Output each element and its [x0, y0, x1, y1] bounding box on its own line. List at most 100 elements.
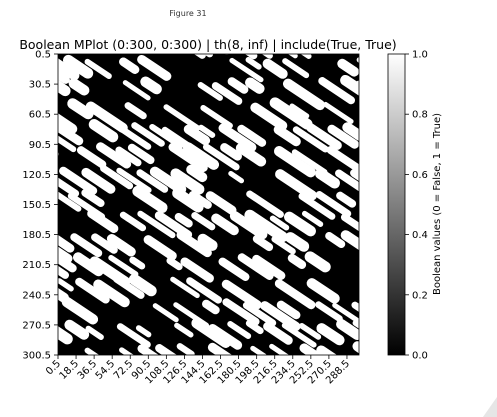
heatmap-true-streak	[311, 395, 328, 407]
heatmap-true-streak	[218, 257, 250, 281]
heatmap-true-streak	[485, 63, 497, 79]
heatmap-true-streak	[200, 105, 233, 129]
heatmap-true-streak	[332, 302, 359, 325]
heatmap-true-streak	[490, 102, 497, 109]
heatmap-true-streak	[168, 142, 208, 173]
heatmap-true-streak	[143, 235, 177, 261]
heatmap-true-streak	[58, 287, 69, 303]
colorbar-tick-label: 0.4	[412, 230, 428, 241]
heatmap-true-streak	[458, 257, 484, 274]
x-tick-label: 54.5	[94, 358, 118, 382]
heatmap-true-streak	[273, 146, 316, 178]
heatmap-true-streak	[262, 58, 288, 79]
heatmap-true-streak	[187, 20, 211, 36]
heatmap-true-streak	[263, 321, 293, 345]
heatmap-true-streak	[481, 170, 497, 181]
heatmap-true-streak	[484, 325, 497, 341]
heatmap-true-streak	[65, 17, 96, 38]
heatmap-true-streak	[129, 256, 146, 270]
heatmap-true-streak	[245, 56, 262, 70]
heatmap-true-streak	[58, 122, 84, 146]
heatmap-true-streak	[176, 343, 195, 355]
heatmap-true-streak	[298, 323, 322, 340]
x-tick-label: 72.5	[112, 358, 136, 382]
heatmap-plot-area	[10, 15, 497, 410]
heatmap-true-streak	[289, 103, 310, 119]
heatmap-true-streak	[218, 123, 257, 152]
heatmap-true-streak	[299, 343, 322, 355]
heatmap-true-streak	[91, 233, 118, 254]
heatmap-true-streak	[113, 275, 145, 299]
heatmap-true-streak	[152, 18, 169, 30]
heatmap-true-streak	[59, 166, 98, 195]
heatmap-true-streak	[84, 347, 100, 355]
window-resize-grip-icon[interactable]	[483, 397, 497, 417]
heatmap-true-streak	[80, 16, 96, 27]
heatmap-true-streak	[152, 303, 179, 323]
heatmap-true-streak	[488, 368, 497, 378]
heatmap-true-streak	[335, 169, 359, 192]
heatmap-true-streak	[283, 211, 317, 237]
heatmap-true-streak	[68, 78, 90, 96]
y-tick-label: 90.5	[29, 140, 51, 151]
heatmap-true-streak	[298, 192, 336, 220]
heatmap-true-streak	[28, 17, 58, 37]
heatmap-true-streak	[137, 344, 159, 355]
heatmap-true-streak	[220, 143, 243, 161]
heatmap-true-streak	[453, 84, 472, 97]
heatmap-true-streak	[287, 253, 307, 270]
heatmap-true-streak	[155, 344, 177, 355]
heatmap-true-streak	[384, 393, 394, 399]
heatmap-true-streak	[122, 80, 151, 101]
heatmap-true-streak	[271, 236, 296, 255]
heatmap-true-streak	[10, 302, 30, 316]
heatmap-true-streak	[460, 19, 469, 25]
heatmap-true-streak	[414, 64, 439, 80]
heatmap-true-streak	[238, 393, 263, 410]
heatmap-true-streak	[81, 167, 116, 194]
heatmap-true-streak	[488, 214, 497, 227]
heatmap-true-streak	[252, 254, 286, 280]
heatmap-true-streak	[14, 59, 37, 74]
heatmap-true-streak	[387, 19, 415, 38]
heatmap-true-streak	[284, 232, 310, 252]
heatmap-true-streak	[469, 350, 482, 358]
heatmap-true-streak	[428, 39, 440, 47]
heatmap-true-streak	[84, 58, 112, 80]
heatmap-true-streak	[336, 319, 359, 340]
heatmap-true-streak	[135, 325, 152, 338]
y-tick-label: 30.5	[29, 80, 51, 91]
heatmap-true-streak	[127, 143, 155, 165]
colorbar-tick-label: 0.0	[412, 351, 428, 362]
heatmap-true-streak	[427, 302, 450, 318]
heatmap-true-streak	[228, 170, 245, 184]
heatmap-true-streak	[401, 370, 429, 389]
heatmap-true-streak	[87, 209, 119, 233]
x-axis: 0.518.536.554.572.590.5108.5126.5144.516…	[44, 355, 352, 386]
heatmap-true-streak	[224, 20, 242, 32]
heatmap-true-streak	[149, 123, 184, 149]
heatmap-true-streak	[112, 121, 152, 150]
heatmap-true-streak	[58, 254, 77, 273]
heatmap-true-streak	[336, 191, 357, 208]
heatmap-true-streak	[414, 86, 425, 93]
heatmap-true-streak	[408, 304, 423, 314]
heatmap-true-streak	[76, 146, 107, 169]
heatmap-true-streak	[58, 246, 73, 263]
heatmap-true-streak	[124, 102, 147, 120]
heatmap-true-streak	[26, 150, 45, 162]
heatmap-true-streak	[116, 323, 151, 349]
heatmap-true-streak	[58, 113, 78, 135]
heatmap-true-streak	[260, 301, 301, 332]
heatmap-true-streak	[282, 78, 326, 111]
heatmap-true-streak	[317, 18, 341, 34]
heatmap-true-streak	[58, 58, 80, 81]
y-axis: 0.5 30.5 60.5 90.5 120.5 150.5 180.5 210.5 240.5…	[22, 50, 58, 362]
heatmap-true-streak	[446, 61, 465, 74]
heatmap-true-streak	[340, 74, 359, 96]
heatmap-true-streak	[323, 101, 354, 124]
heatmap-true-streak	[368, 15, 378, 22]
heatmap-true-streak	[480, 42, 493, 50]
heatmap-true-streak	[315, 191, 352, 218]
